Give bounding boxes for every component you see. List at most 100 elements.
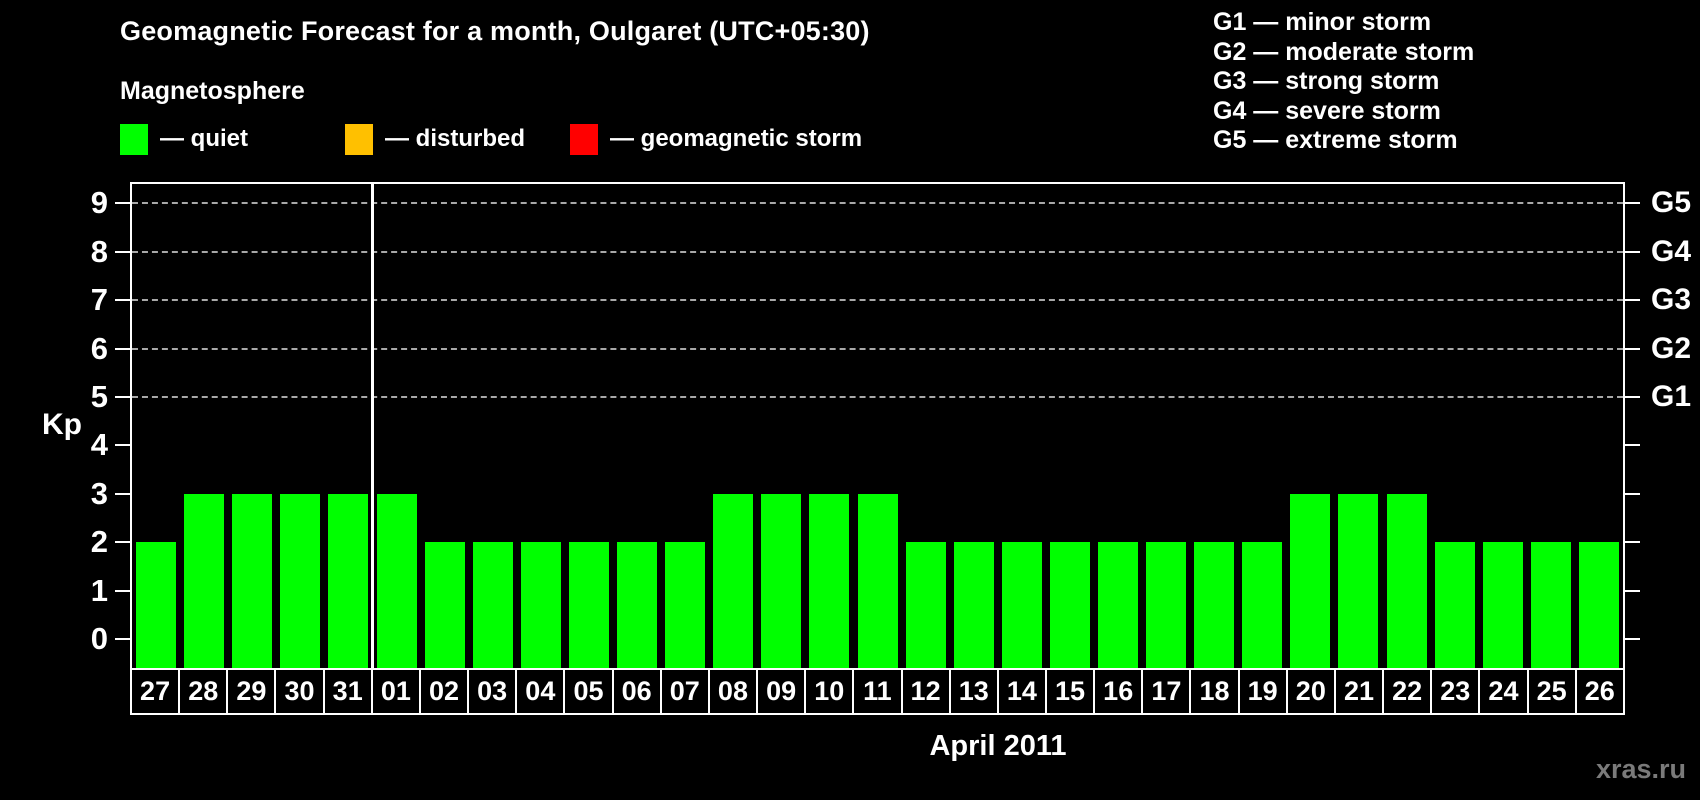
- left-axis-tick: [115, 444, 130, 447]
- day-cell: 02: [421, 670, 470, 713]
- right-axis-tick: [1625, 637, 1640, 640]
- g-axis-label: G4: [1651, 234, 1692, 268]
- left-axis-tick: [115, 250, 130, 253]
- kp-bar: [568, 542, 609, 668]
- left-axis-tick: [115, 492, 130, 495]
- day-cell: 08: [710, 670, 759, 713]
- kp-bar: [1386, 493, 1427, 668]
- kp-bar: [1530, 542, 1571, 668]
- grid-line: [132, 395, 1623, 398]
- g-scale-legend-line: G4 — severe storm: [1213, 96, 1441, 125]
- left-axis-tick: [115, 589, 130, 592]
- right-axis-tick: [1625, 395, 1640, 398]
- day-cell: 21: [1336, 670, 1385, 713]
- y-axis-title: Kp: [42, 408, 82, 441]
- day-cell: 22: [1384, 670, 1433, 713]
- legend-item-label: — geomagnetic storm: [610, 125, 863, 152]
- kp-bar: [1338, 493, 1379, 668]
- day-cell: 14: [999, 670, 1047, 713]
- day-cell: 03: [469, 670, 518, 713]
- kp-bar: [1049, 542, 1090, 668]
- right-axis-tick: [1625, 541, 1640, 544]
- disturbed-color-swatch: [345, 124, 373, 155]
- g-scale-legend-line: G5 — extreme storm: [1213, 126, 1458, 155]
- right-axis-tick: [1625, 202, 1640, 205]
- kp-bar: [1097, 542, 1138, 668]
- legend-heading: Magnetosphere: [120, 77, 305, 105]
- right-axis-tick: [1625, 589, 1640, 592]
- day-cell: 05: [565, 670, 614, 713]
- grid-line: [132, 250, 1623, 253]
- kp-bar: [472, 542, 513, 668]
- day-cell: 18: [1191, 670, 1240, 713]
- kp-bar: [520, 542, 561, 668]
- day-axis-band: 27 28 29 30 31 01 02 03 04 05 06 07 08 09 10 11 12 13 14 15…: [130, 668, 1625, 715]
- day-cell: 29: [228, 670, 277, 713]
- day-cell: 16: [1095, 670, 1144, 713]
- left-axis-tick: [115, 395, 130, 398]
- day-cell: 20: [1288, 670, 1336, 713]
- y-tick-label: 9: [90, 185, 108, 221]
- g-axis-label: G3: [1651, 283, 1692, 317]
- g-axis-label: G1: [1651, 379, 1692, 413]
- kp-bar: [328, 493, 369, 668]
- magnetosphere-legend: — quiet — disturbed — geomagnetic storm: [0, 122, 1100, 158]
- chart-title: Geomagnetic Forecast for a month, Oulgar…: [120, 16, 870, 46]
- kp-bar: [809, 493, 850, 668]
- y-tick-label: 4: [90, 427, 108, 463]
- day-cell: 09: [758, 670, 807, 713]
- left-axis-tick: [115, 299, 130, 302]
- quiet-color-swatch: [120, 124, 148, 155]
- kp-bar: [1001, 542, 1042, 668]
- watermark: xras.ru: [1595, 754, 1686, 784]
- month-separator-line: [370, 184, 374, 668]
- y-tick-label: 5: [90, 378, 108, 414]
- kp-bar: [376, 493, 417, 668]
- day-cell: 25: [1529, 670, 1577, 713]
- kp-bar: [1482, 542, 1523, 668]
- kp-bar: [280, 493, 321, 668]
- plot-area: 0 1 2 3 4 5 6 7 8 9 G5 G4 G3 G2 G1: [91, 182, 1691, 670]
- kp-bar: [617, 542, 658, 668]
- kp-bar: [1578, 542, 1619, 668]
- kp-bar: [1146, 542, 1187, 668]
- y-tick-label: 6: [90, 330, 108, 366]
- y-tick-label: 0: [90, 620, 108, 656]
- kp-bar: [1290, 493, 1331, 668]
- y-tick-label: 2: [90, 524, 108, 560]
- kp-bar: [136, 542, 177, 668]
- y-tick-label: 7: [90, 282, 108, 318]
- g-scale-legend-line: G3 — strong storm: [1213, 67, 1440, 96]
- day-cell: 15: [1047, 670, 1096, 713]
- kp-bar: [184, 493, 225, 668]
- day-cell: 19: [1240, 670, 1288, 713]
- day-cell: 04: [517, 670, 566, 713]
- right-axis-tick: [1625, 299, 1640, 302]
- g-scale-legend-line: G2 — moderate storm: [1213, 37, 1475, 66]
- kp-bar: [1242, 542, 1283, 668]
- y-tick-label: 8: [90, 233, 108, 269]
- left-axis-tick: [115, 637, 130, 640]
- g-axis-label: G5: [1651, 186, 1692, 220]
- kp-bar: [1434, 542, 1475, 668]
- x-axis-title: April 2011: [929, 730, 1067, 762]
- day-cell: 27: [132, 670, 181, 713]
- kp-bar: [665, 542, 706, 668]
- grid-line: [132, 299, 1623, 302]
- kp-bar: [857, 493, 898, 668]
- day-cell: 11: [854, 670, 903, 713]
- left-axis-tick: [115, 347, 130, 350]
- day-cell: 23: [1432, 670, 1481, 713]
- kp-bar: [953, 542, 994, 668]
- g-scale-legend-line: G1 — minor storm: [1213, 8, 1432, 36]
- y-tick-label: 3: [90, 475, 108, 511]
- left-axis-tick: [115, 541, 130, 544]
- day-cell: 01: [373, 670, 421, 713]
- day-cell: 31: [325, 670, 373, 713]
- geomagnetic-storm-color-swatch: [570, 124, 598, 155]
- day-cell: 10: [806, 670, 855, 713]
- kp-bar: [1194, 542, 1235, 668]
- kp-bar: [232, 493, 273, 668]
- day-cell: 24: [1480, 670, 1529, 713]
- right-axis-tick: [1625, 444, 1640, 447]
